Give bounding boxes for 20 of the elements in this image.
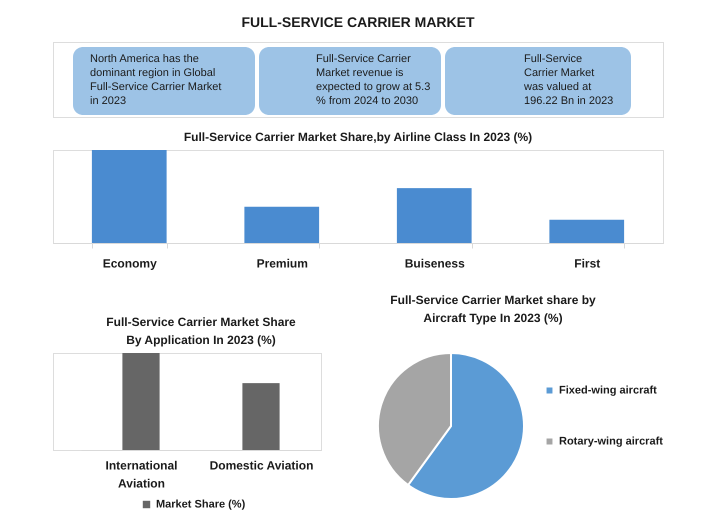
legend-label: Fixed-wing aircraft — [559, 384, 658, 396]
text: Full-Service Carrier Market revenue is expected to grow at 5.3 % from 2024 to 2030 — [316, 53, 430, 107]
bar — [549, 220, 624, 243]
bar — [244, 206, 320, 243]
chart-title: Full-Service Carrier Market share by Aircraft Type In 2023 (%) — [390, 293, 596, 325]
x-tick-label: International Aviation — [105, 458, 178, 490]
text: FULL-SERVICE CARRIER MARKET — [241, 14, 475, 30]
bar — [396, 188, 472, 243]
bar — [92, 150, 167, 243]
legend-label: Rotary-wing aircraft — [559, 436, 664, 448]
x-tick-label: First — [574, 256, 600, 270]
text: Full-Service Carrier Market was valued at 196.22 Bn in 2023 — [523, 53, 614, 107]
x-tick-label: Economy — [102, 256, 158, 270]
text: North America has the dominant region in Global Full-Service Carrier Market in 2023 — [90, 53, 222, 107]
x-tick-label: Buiseness — [404, 256, 466, 270]
chart-title: Full-Service Carrier Market Share,by Airline Class In 2023 (%) — [184, 130, 532, 144]
chart-title: Full-Service Carrier Market Share By Application In 2023 (%) — [106, 315, 296, 347]
x-tick-label: Domestic Aviation — [210, 458, 314, 472]
legend-label: Market Share (%) — [156, 498, 246, 510]
x-tick-label: Premium — [256, 256, 308, 270]
